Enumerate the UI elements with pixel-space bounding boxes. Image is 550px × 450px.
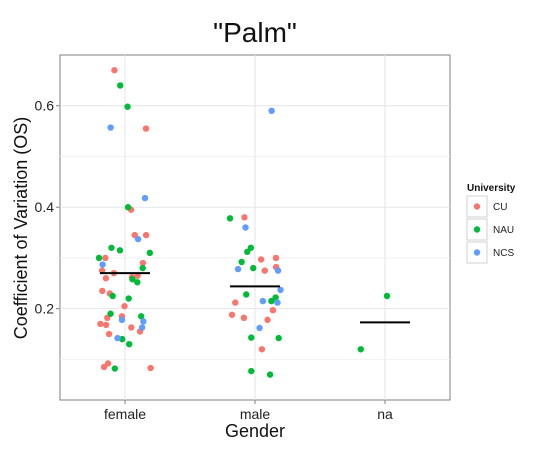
data-point-nau	[275, 334, 282, 342]
data-point-nau	[243, 291, 250, 298]
data-point-nau	[357, 346, 364, 353]
data-point-nau	[248, 367, 255, 375]
data-point-cu	[100, 363, 108, 371]
data-point-nau	[124, 204, 132, 211]
data-point-nau	[266, 371, 274, 378]
data-point-cu	[142, 231, 150, 239]
legend-title: University	[467, 183, 516, 194]
data-point-nau	[129, 276, 136, 283]
data-point-cu	[128, 324, 135, 331]
data-point-ncs	[242, 224, 249, 231]
data-point-cu	[261, 267, 268, 274]
data-point-cu	[272, 254, 280, 262]
data-point-nau	[383, 292, 391, 300]
x-axis-ticks: female male na	[104, 400, 393, 422]
data-point-nau	[109, 292, 116, 300]
data-point-cu	[142, 125, 150, 132]
data-point-nau	[139, 264, 146, 272]
x-tick-label: male	[240, 406, 271, 422]
data-point-cu	[102, 275, 110, 282]
data-point-nau	[111, 365, 119, 372]
data-point-nau	[250, 264, 257, 272]
data-point-cu	[147, 364, 154, 372]
x-tick-label: female	[104, 406, 146, 422]
data-point-cu	[97, 320, 104, 328]
data-point-cu	[264, 316, 271, 324]
data-point-cu	[228, 311, 236, 318]
legend-label-nau: NAU	[493, 225, 514, 236]
legend-symbol-nau	[473, 226, 481, 233]
legend-label-cu: CU	[493, 202, 507, 213]
legend-symbol-cu	[473, 203, 481, 210]
data-point-ncs	[259, 297, 267, 305]
data-point-nau	[244, 248, 251, 256]
data-point-cu	[257, 256, 265, 263]
data-point-nau	[116, 247, 124, 254]
data-point-ncs	[99, 261, 106, 268]
data-point-nau	[238, 258, 245, 266]
data-point-cu	[241, 214, 248, 221]
data-point-nau	[146, 249, 153, 257]
y-tick-label: 0.2	[35, 301, 55, 317]
data-point-cu	[139, 259, 147, 267]
data-points	[95, 67, 391, 378]
data-point-ncs	[256, 324, 263, 332]
data-point-nau	[108, 244, 115, 251]
data-point-cu	[232, 299, 239, 306]
data-point-nau	[272, 294, 279, 301]
y-axis-ticks: 0.2 0.4 0.6	[35, 98, 60, 317]
data-point-nau	[226, 215, 234, 222]
mean-lines	[100, 272, 410, 324]
data-point-ncs	[140, 318, 147, 325]
data-point-cu	[105, 330, 113, 338]
y-tick-label: 0.6	[35, 98, 55, 114]
x-axis-title: Gender	[225, 421, 285, 441]
data-point-ncs	[274, 267, 282, 274]
data-point-nau	[126, 340, 133, 348]
y-axis-title: Coefficient of Variation (OS)	[11, 117, 31, 339]
x-tick-label: na	[377, 406, 393, 422]
data-point-cu	[258, 346, 266, 353]
data-point-nau	[137, 313, 145, 320]
legend: University CU NAU NCS	[466, 183, 516, 264]
data-point-cu	[111, 67, 118, 74]
data-point-ncs	[268, 107, 275, 115]
legend-label-ncs: NCS	[493, 248, 514, 259]
data-point-nau	[124, 103, 131, 110]
data-point-cu	[102, 254, 109, 262]
data-point-cu	[99, 287, 106, 295]
data-point-ncs	[134, 235, 142, 243]
data-point-ncs	[277, 286, 284, 294]
data-point-ncs	[114, 334, 121, 342]
data-point-ncs	[138, 324, 146, 331]
data-point-nau	[107, 310, 114, 317]
data-point-ncs	[141, 194, 149, 202]
data-point-ncs	[234, 265, 242, 273]
data-point-nau	[125, 295, 132, 302]
chart-title: "Palm"	[213, 17, 297, 48]
data-point-ncs	[107, 124, 114, 131]
data-point-nau	[248, 334, 255, 341]
data-point-cu	[121, 302, 128, 310]
data-point-nau	[134, 279, 141, 286]
data-point-cu	[269, 306, 277, 314]
y-tick-label: 0.4	[35, 199, 55, 215]
data-point-ncs	[118, 316, 126, 324]
data-point-nau	[95, 254, 103, 262]
data-point-cu	[240, 314, 248, 322]
legend-symbol-ncs	[473, 249, 481, 256]
data-point-nau	[268, 297, 275, 305]
data-point-nau	[117, 82, 124, 89]
data-point-ncs	[274, 299, 281, 306]
data-point-cu	[102, 321, 110, 329]
